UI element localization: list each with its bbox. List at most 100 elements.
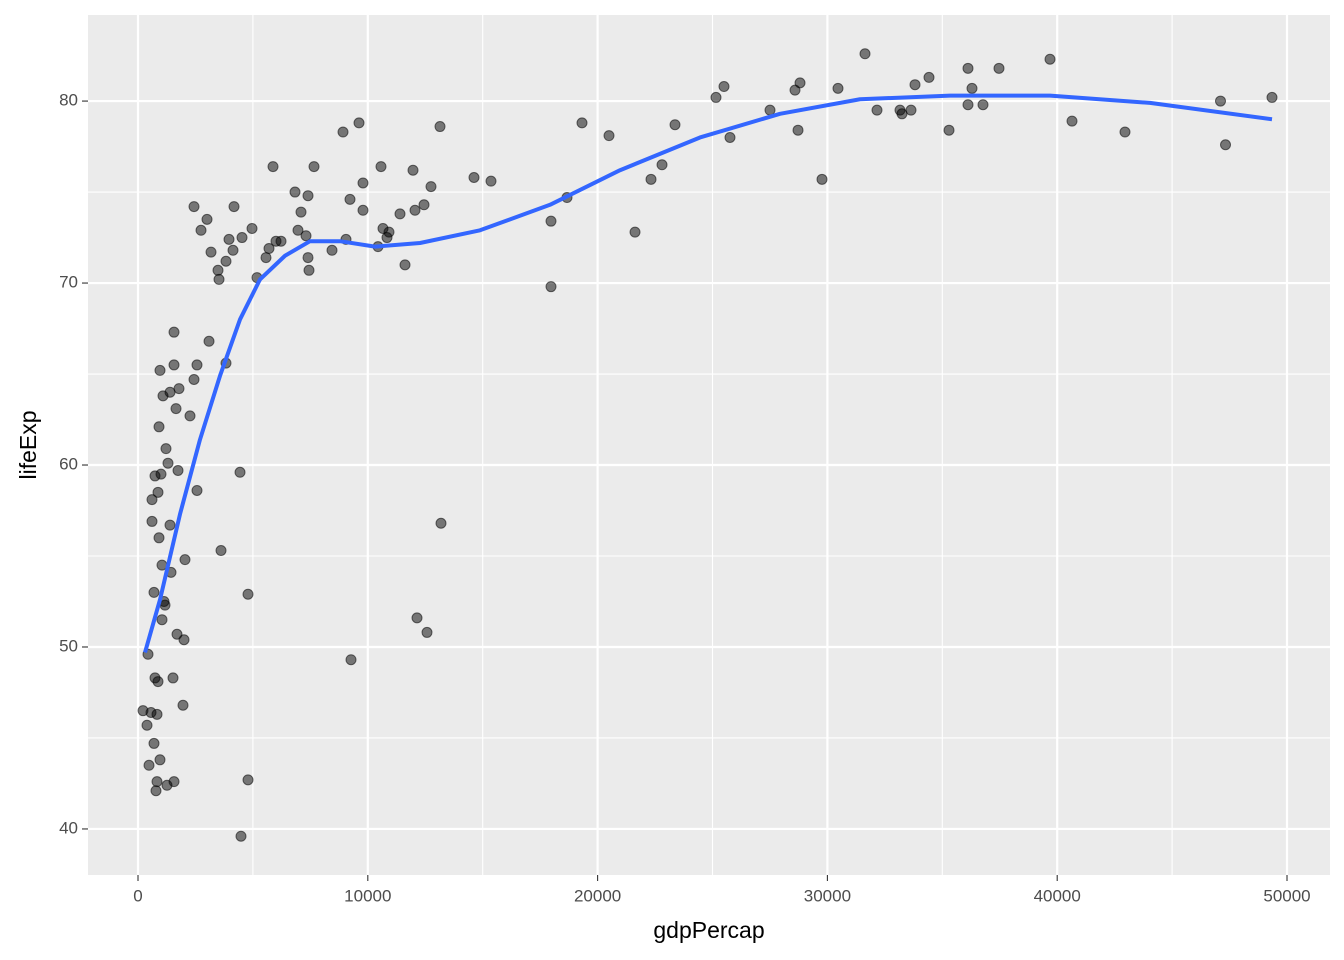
point	[188, 201, 200, 213]
point	[832, 82, 844, 94]
point	[154, 364, 166, 376]
point	[816, 173, 828, 185]
point	[545, 281, 557, 293]
point	[191, 359, 203, 371]
point	[151, 776, 163, 788]
point	[148, 586, 160, 598]
point	[409, 204, 421, 216]
point	[167, 672, 179, 684]
point	[160, 443, 172, 455]
point	[337, 126, 349, 138]
point	[962, 99, 974, 111]
point	[168, 359, 180, 371]
point	[710, 91, 722, 103]
x-tick-label: 10000	[344, 886, 391, 905]
point	[275, 235, 287, 247]
point	[1119, 126, 1131, 138]
point	[201, 213, 213, 225]
point	[152, 486, 164, 498]
point	[656, 159, 668, 171]
point	[603, 130, 615, 142]
point	[223, 233, 235, 245]
point	[188, 373, 200, 385]
point	[576, 117, 588, 129]
point	[260, 252, 272, 264]
point	[242, 588, 254, 600]
point	[203, 335, 215, 347]
point	[153, 421, 165, 433]
panel	[88, 15, 1330, 875]
point	[418, 199, 430, 211]
smooth-line	[143, 93, 1273, 653]
y-tick-label: 60	[59, 455, 78, 474]
x-tick-label: 20000	[574, 886, 621, 905]
point	[896, 108, 908, 120]
point	[407, 164, 419, 176]
point	[205, 246, 217, 258]
x-tick-label: 50000	[1263, 886, 1310, 905]
point	[794, 77, 806, 89]
point	[308, 161, 320, 173]
point	[146, 494, 158, 506]
point	[300, 230, 312, 242]
point	[905, 104, 917, 116]
point	[177, 699, 189, 711]
y-axis-title: lifeExp	[15, 410, 41, 479]
point	[228, 201, 240, 213]
y-tick-label: 40	[59, 818, 78, 837]
point	[153, 532, 165, 544]
x-tick-label: 0	[133, 886, 142, 905]
point	[792, 124, 804, 136]
point	[151, 708, 163, 720]
point	[962, 62, 974, 74]
point	[227, 244, 239, 256]
x-tick-label: 30000	[804, 886, 851, 905]
point	[434, 121, 446, 133]
point	[1220, 139, 1232, 151]
point	[669, 119, 681, 131]
point	[213, 273, 225, 285]
point	[943, 124, 955, 136]
point	[326, 244, 338, 256]
point	[146, 515, 158, 527]
point	[353, 117, 365, 129]
point	[179, 554, 191, 566]
point	[302, 252, 314, 264]
point	[295, 206, 307, 218]
point	[178, 634, 190, 646]
point	[966, 82, 978, 94]
point	[172, 464, 184, 476]
point	[143, 759, 155, 771]
point	[173, 383, 185, 395]
point	[411, 612, 423, 624]
point	[421, 626, 433, 638]
point	[236, 232, 248, 244]
point	[1215, 95, 1227, 107]
point	[724, 131, 736, 143]
point	[357, 177, 369, 189]
point	[234, 466, 246, 478]
point	[162, 457, 174, 469]
point	[154, 754, 166, 766]
point	[184, 410, 196, 422]
point	[645, 173, 657, 185]
point	[148, 737, 160, 749]
point	[150, 785, 162, 797]
point	[267, 161, 279, 173]
point	[152, 676, 164, 688]
point	[923, 71, 935, 83]
point	[344, 193, 356, 205]
point	[993, 62, 1005, 74]
point	[242, 774, 254, 786]
point	[468, 172, 480, 184]
point	[170, 403, 182, 415]
point	[909, 79, 921, 91]
y-tick-label: 80	[59, 91, 78, 110]
point	[168, 776, 180, 788]
y-tick-label: 50	[59, 636, 78, 655]
point	[435, 517, 447, 529]
point	[302, 190, 314, 202]
point	[718, 81, 730, 93]
point	[292, 224, 304, 236]
